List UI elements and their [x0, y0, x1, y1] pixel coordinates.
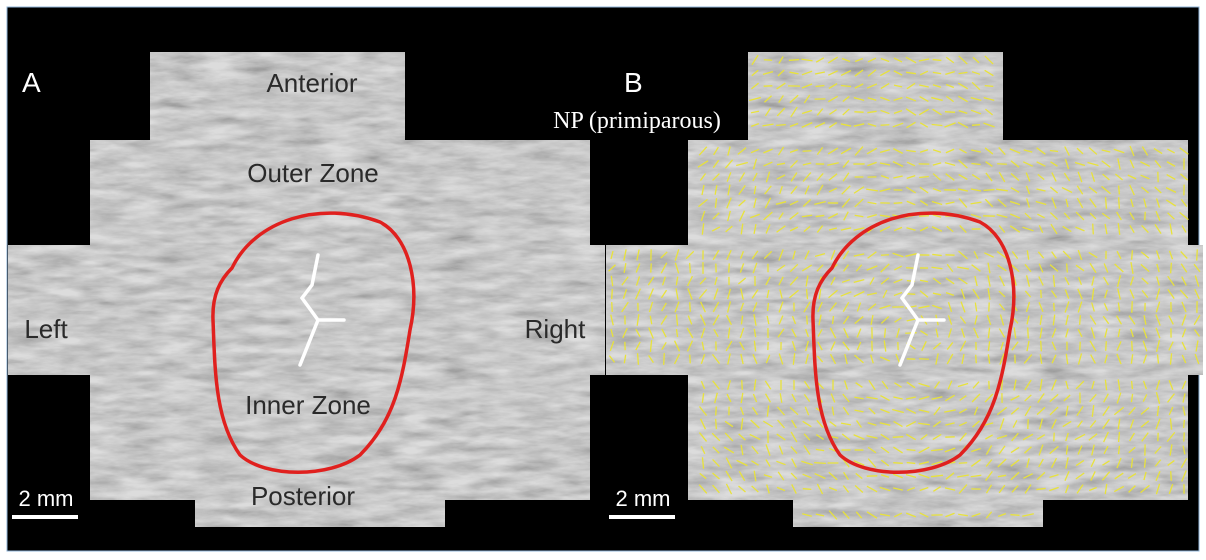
orientation-tick	[612, 289, 613, 299]
orientation-tick	[1119, 432, 1120, 442]
orientation-tick	[638, 353, 639, 365]
orientation-tick	[1132, 250, 1133, 259]
orientation-tick	[807, 316, 808, 325]
orientation-tick	[612, 302, 613, 312]
orientation-tick	[1119, 186, 1120, 195]
label: Inner Zone	[245, 390, 371, 420]
subtitle: NP (primiparous)	[553, 108, 721, 134]
label: Posterior	[251, 481, 355, 511]
orientation-tick	[1197, 249, 1198, 260]
orientation-tick	[1028, 328, 1029, 339]
panel-letter: A	[22, 67, 41, 98]
orientation-tick	[1171, 471, 1172, 481]
orientation-tick	[1132, 381, 1133, 389]
orientation-tick	[984, 190, 995, 191]
orientation-tick	[716, 406, 717, 415]
label: Anterior	[266, 68, 357, 98]
orientation-tick	[814, 463, 826, 464]
orientation-tick	[907, 294, 916, 295]
orientation-tick	[1132, 341, 1133, 351]
orientation-tick	[1054, 303, 1055, 311]
orientation-tick	[959, 463, 967, 464]
orientation-tick	[893, 463, 902, 464]
orientation-tick	[907, 450, 916, 451]
scale-label: 2 mm	[616, 486, 671, 511]
orientation-tick	[1106, 341, 1107, 351]
orientation-tick	[1119, 197, 1120, 208]
orientation-tick	[690, 263, 691, 273]
orientation-tick	[1119, 446, 1120, 454]
scale-bar	[609, 515, 675, 519]
scale-label: 2 mm	[19, 486, 74, 511]
orientation-tick	[972, 125, 980, 126]
orientation-tick	[919, 216, 929, 217]
orientation-tick	[885, 328, 886, 337]
orientation-tick	[768, 303, 769, 311]
label: Right	[525, 314, 586, 344]
orientation-tick	[907, 463, 916, 464]
label: Outer Zone	[247, 158, 379, 188]
orientation-tick	[1080, 315, 1081, 325]
orientation-tick	[1171, 263, 1172, 274]
orientation-tick	[1067, 264, 1068, 273]
orientation-tick	[985, 86, 994, 87]
scale-bar	[12, 515, 78, 519]
orientation-tick	[1184, 432, 1185, 441]
orientation-tick	[1041, 341, 1042, 352]
label: Left	[24, 314, 68, 344]
orientation-tick	[997, 164, 1007, 165]
orientation-tick	[789, 60, 799, 61]
orientation-tick	[803, 151, 812, 152]
panel-letter: B	[624, 67, 643, 98]
orientation-tick	[893, 437, 904, 438]
figure: A Anterior Outer Zone Left Right Inner Z…	[0, 0, 1206, 560]
orientation-tick	[1010, 515, 1019, 516]
orientation-tick	[1184, 420, 1185, 428]
orientation-tick	[945, 112, 955, 113]
orientation-tick	[833, 316, 834, 324]
orientation-tick	[976, 355, 977, 364]
orientation-tick	[1093, 224, 1094, 235]
orientation-tick	[716, 419, 717, 429]
orientation-tick	[690, 302, 691, 312]
orientation-tick	[933, 60, 942, 61]
orientation-tick	[1106, 197, 1107, 209]
orientation-tick	[894, 203, 903, 204]
orientation-tick	[803, 489, 812, 490]
orientation-tick	[664, 353, 665, 365]
orientation-tick	[729, 263, 730, 272]
orientation-tick	[841, 86, 851, 87]
orientation-tick	[776, 125, 786, 126]
